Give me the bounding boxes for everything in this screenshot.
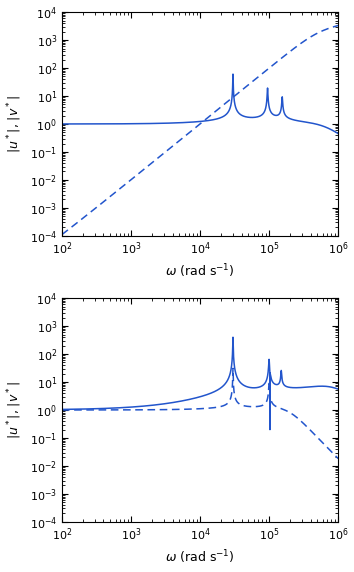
X-axis label: $\omega$ (rad s$^{-1}$): $\omega$ (rad s$^{-1}$) (165, 549, 235, 566)
X-axis label: $\omega$ (rad s$^{-1}$): $\omega$ (rad s$^{-1}$) (165, 263, 235, 280)
Y-axis label: $|u^*|$, $|v^*|$: $|u^*|$, $|v^*|$ (6, 381, 24, 439)
Y-axis label: $|u^*|$, $|v^*|$: $|u^*|$, $|v^*|$ (6, 95, 24, 153)
